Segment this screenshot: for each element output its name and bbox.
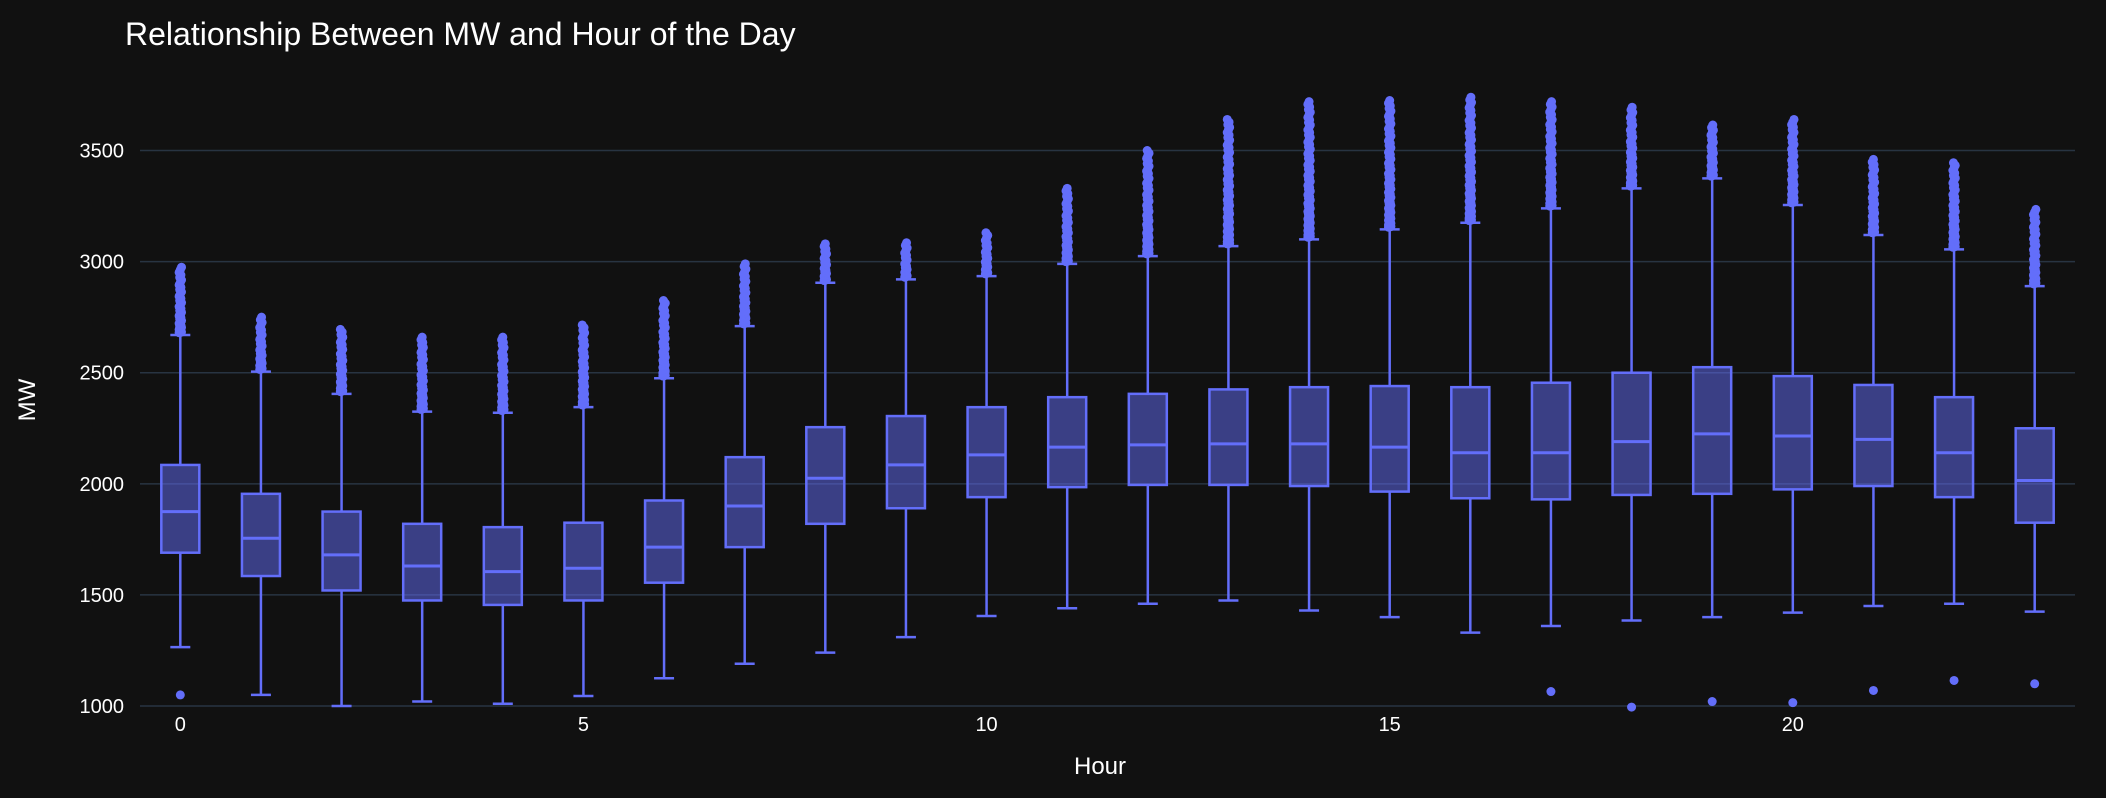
outlier-point — [2030, 679, 2040, 689]
outlier-point — [175, 690, 185, 700]
box-hour-17 — [1530, 97, 1572, 697]
box-hour-18 — [1611, 102, 1652, 712]
y-tick-label-1000: 1000 — [80, 696, 125, 718]
y-tick-label-1500: 1500 — [80, 585, 125, 607]
outlier-point — [1627, 102, 1637, 112]
outlier-point — [740, 259, 750, 269]
iqr-box — [1691, 365, 1733, 496]
iqr-box — [1046, 395, 1088, 489]
outlier-point — [177, 262, 187, 272]
iqr-box — [643, 499, 685, 584]
iqr-box — [1772, 374, 1814, 491]
box-hour-12 — [1127, 146, 1169, 606]
box-hour-5 — [563, 320, 604, 698]
outlier-point — [1547, 97, 1557, 107]
x-tick-label-5: 5 — [578, 714, 589, 736]
box-hour-7 — [724, 259, 765, 666]
y-tick-label-3000: 3000 — [80, 252, 125, 274]
iqr-box — [482, 525, 524, 607]
iqr-box — [240, 492, 282, 578]
grid-lines — [140, 149, 2075, 707]
iqr-box — [321, 510, 362, 592]
box-hour-20 — [1772, 114, 1814, 708]
iqr-box — [1933, 395, 1975, 499]
x-axis-ticks: 0 5 10 15 20 — [175, 714, 1804, 736]
iqr-box — [1530, 381, 1572, 501]
outlier-point — [658, 296, 668, 306]
iqr-box — [1450, 385, 1491, 500]
box-hour-9 — [885, 238, 927, 639]
x-tick-label-10: 10 — [975, 714, 997, 736]
box-hour-14 — [1288, 97, 1330, 612]
outlier-point — [1466, 92, 1476, 102]
y-tick-label-2000: 2000 — [80, 474, 125, 496]
outlier-point — [820, 239, 830, 249]
outlier-point — [498, 332, 508, 342]
box-hour-6 — [643, 296, 685, 680]
outlier-point — [1788, 698, 1798, 708]
outlier-point — [2031, 204, 2041, 214]
iqr-box — [2014, 427, 2055, 524]
box-hour-11 — [1046, 183, 1088, 610]
box-hour-4 — [482, 332, 524, 706]
x-tick-label-20: 20 — [1782, 714, 1804, 736]
iqr-box — [805, 425, 846, 526]
box-hour-10 — [966, 228, 1007, 618]
box-hour-3 — [401, 332, 443, 703]
outlier-point — [902, 238, 912, 248]
x-axis-label: Hour — [1074, 753, 1126, 780]
box-hour-16 — [1450, 92, 1491, 634]
outlier-point — [1062, 183, 1072, 193]
y-tick-label-2500: 2500 — [80, 363, 125, 385]
outlier-point — [417, 332, 427, 342]
outlier-point — [257, 312, 267, 322]
outlier-point — [1708, 120, 1718, 130]
iqr-box — [1288, 385, 1330, 488]
outlier-point — [1385, 96, 1395, 106]
iqr-box — [563, 521, 604, 602]
iqr-box — [1208, 388, 1249, 487]
iqr-box — [160, 463, 201, 554]
outlier-point — [1627, 702, 1637, 712]
outlier-point — [1304, 97, 1314, 107]
outlier-point — [335, 324, 345, 334]
box-hour-19 — [1691, 120, 1733, 707]
box-hour-15 — [1369, 96, 1410, 619]
box-hour-8 — [805, 239, 846, 654]
iqr-box — [1127, 392, 1169, 487]
x-tick-label-15: 15 — [1379, 714, 1401, 736]
outlier-point — [981, 228, 991, 238]
outlier-point — [1868, 154, 1878, 164]
box-hour-0 — [160, 262, 201, 700]
y-axis-ticks: 1000 1500 2000 2500 3000 3500 — [80, 141, 125, 718]
iqr-box — [1853, 383, 1894, 488]
outlier-point — [1222, 114, 1232, 124]
box-series — [160, 92, 2055, 712]
box-hour-1 — [240, 312, 282, 697]
outlier-point — [1868, 685, 1878, 695]
box-hour-23 — [2014, 204, 2055, 689]
outlier-point — [1142, 146, 1152, 156]
box-hour-21 — [1853, 154, 1894, 695]
iqr-box — [724, 455, 765, 549]
iqr-box — [966, 405, 1007, 499]
box-hour-22 — [1933, 158, 1975, 685]
iqr-box — [401, 522, 443, 602]
outlier-point — [1949, 675, 1959, 685]
outlier-point — [1546, 687, 1556, 697]
outlier-point — [1789, 114, 1799, 124]
x-tick-label-0: 0 — [175, 714, 186, 736]
outlier-point — [1707, 697, 1717, 707]
box-hour-2 — [321, 324, 362, 708]
outlier-point — [577, 320, 587, 330]
iqr-box — [885, 414, 927, 510]
chart-title: Relationship Between MW and Hour of the … — [125, 16, 796, 52]
y-axis-label: MW — [14, 378, 41, 421]
outlier-point — [1948, 158, 1958, 168]
iqr-box — [1611, 371, 1652, 497]
y-tick-label-3500: 3500 — [80, 141, 125, 163]
iqr-box — [1369, 384, 1410, 493]
box-hour-13 — [1208, 114, 1249, 602]
